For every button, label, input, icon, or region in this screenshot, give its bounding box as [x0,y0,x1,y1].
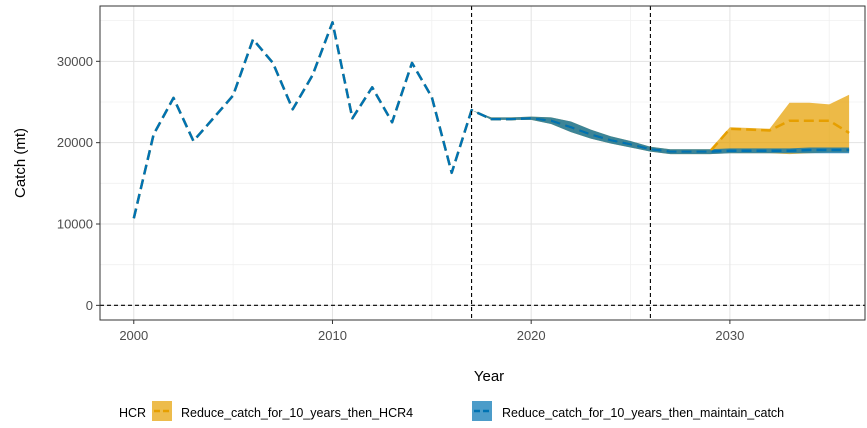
median-line-1 [132,21,850,219]
plot-border [99,5,866,321]
x-axis-title: Year [474,368,504,385]
plot-panel [100,6,865,320]
y-tick-label: 30000 [57,54,93,69]
axes: 2000 2010 2020 2030 0 10000 20000 30000 [57,54,745,343]
legend: HCR Reduce_catch_for_10_years_then_HCR4 … [119,401,784,421]
y-tick-label: 0 [86,298,93,313]
x-tick-label: 2010 [318,328,347,343]
legend-label-maintain: Reduce_catch_for_10_years_then_maintain_… [502,406,784,420]
y-tick-label: 20000 [57,135,93,150]
legend-key-maintain [472,401,492,421]
y-axis-title: Catch (mt) [12,128,29,198]
legend-label-hcr4: Reduce_catch_for_10_years_then_HCR4 [181,406,413,420]
x-tick-label: 2020 [517,328,546,343]
median-lines [132,21,850,219]
x-tick-label: 2030 [715,328,744,343]
y-tick-label: 10000 [57,217,93,232]
x-tick-label: 2000 [119,328,148,343]
legend-title: HCR [119,406,146,420]
legend-key-hcr4 [152,401,172,421]
reference-lines [100,6,865,320]
